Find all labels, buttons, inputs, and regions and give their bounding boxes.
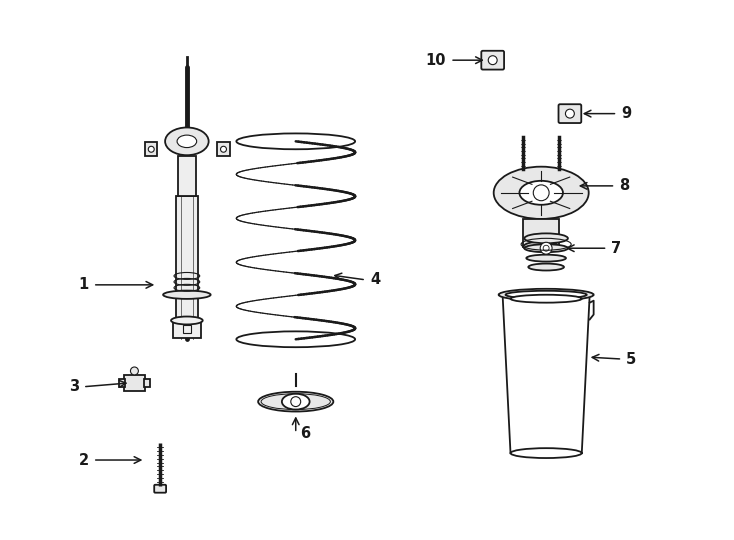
Ellipse shape [258, 392, 333, 411]
Text: 10: 10 [426, 53, 446, 68]
Circle shape [534, 185, 549, 201]
Ellipse shape [511, 295, 582, 302]
Ellipse shape [498, 289, 594, 301]
Circle shape [291, 397, 301, 407]
Circle shape [565, 109, 574, 118]
Bar [173, 320, 200, 338]
Bar [178, 156, 196, 196]
Circle shape [148, 146, 154, 152]
Bar [183, 326, 191, 333]
Circle shape [540, 242, 552, 254]
Ellipse shape [236, 332, 355, 347]
Ellipse shape [526, 255, 566, 261]
Ellipse shape [236, 133, 355, 149]
Ellipse shape [494, 167, 589, 219]
Ellipse shape [520, 181, 563, 205]
Text: 9: 9 [622, 106, 631, 121]
Ellipse shape [177, 135, 197, 147]
FancyBboxPatch shape [154, 485, 166, 492]
Text: 1: 1 [79, 278, 89, 292]
Bar [119, 379, 125, 387]
Ellipse shape [165, 127, 208, 155]
Circle shape [220, 146, 227, 152]
Ellipse shape [163, 291, 211, 299]
Bar [523, 219, 559, 247]
Ellipse shape [523, 242, 559, 252]
Bar [217, 143, 230, 156]
Circle shape [488, 56, 497, 65]
Text: 2: 2 [79, 453, 89, 468]
Bar [145, 143, 157, 156]
Text: 6: 6 [299, 426, 310, 441]
Ellipse shape [524, 233, 568, 244]
Bar [123, 375, 145, 391]
Ellipse shape [528, 264, 564, 271]
Text: 4: 4 [370, 272, 380, 287]
Ellipse shape [524, 244, 568, 252]
Ellipse shape [511, 448, 582, 458]
Ellipse shape [506, 291, 586, 299]
FancyBboxPatch shape [482, 51, 504, 70]
Bar [145, 379, 150, 387]
Text: 8: 8 [619, 178, 630, 193]
FancyBboxPatch shape [559, 104, 581, 123]
Text: 5: 5 [626, 352, 636, 367]
Ellipse shape [282, 394, 310, 409]
Circle shape [131, 367, 139, 375]
Text: 3: 3 [69, 379, 79, 394]
Ellipse shape [171, 316, 203, 325]
Text: 7: 7 [611, 241, 622, 256]
Circle shape [543, 245, 549, 251]
Bar [176, 196, 197, 334]
